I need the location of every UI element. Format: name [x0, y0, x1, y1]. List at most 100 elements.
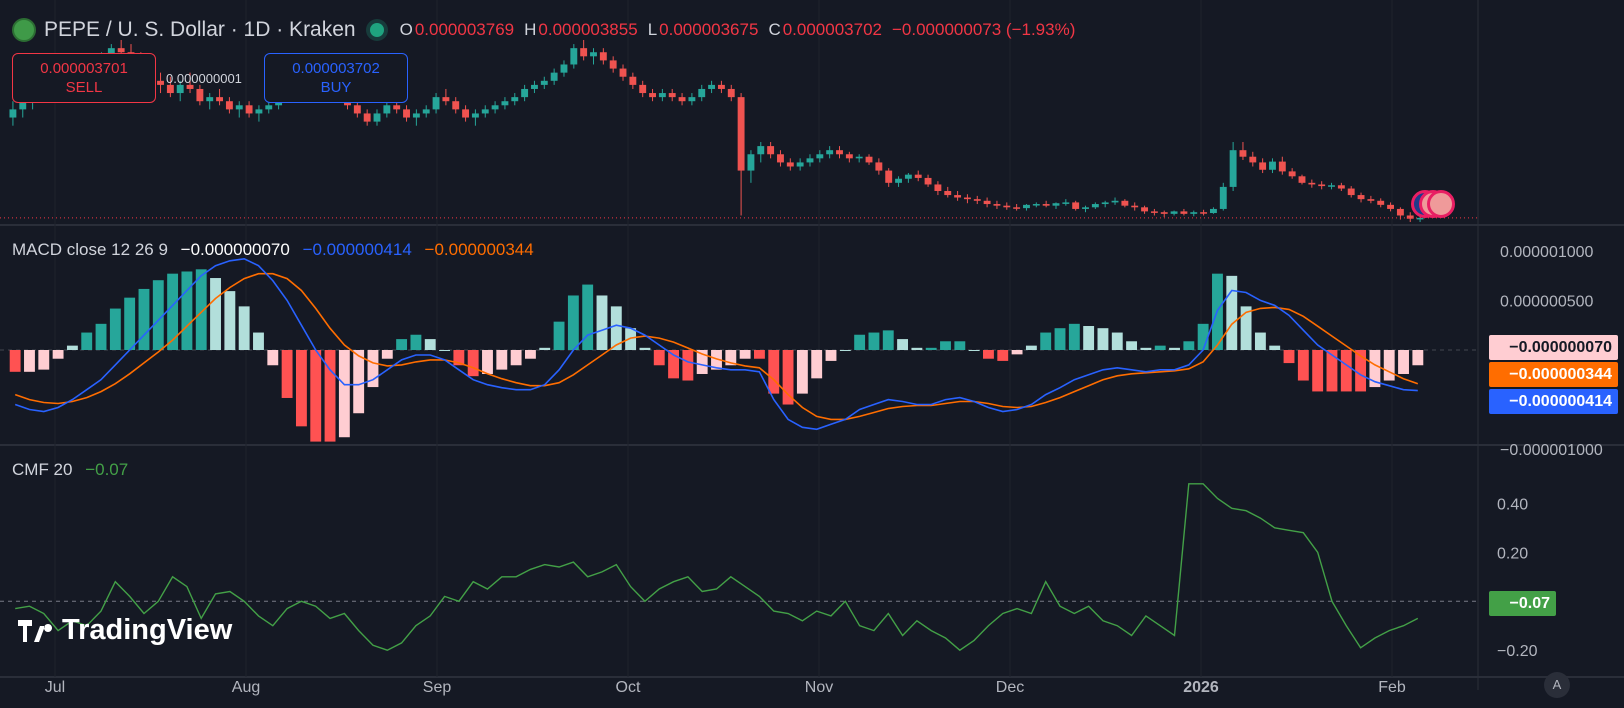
macd-histogram-bar	[796, 350, 808, 394]
candle-body	[117, 48, 125, 53]
macd-histogram-bar	[868, 332, 880, 350]
macd-histogram-bar	[152, 280, 164, 350]
candle-body	[747, 154, 755, 171]
candle-body	[796, 162, 804, 167]
brand-name: TradingView	[62, 614, 233, 646]
candle-body	[717, 84, 725, 89]
auto-scale-button[interactable]: A	[1544, 672, 1570, 698]
cmf-y-tick: 0.40	[1497, 496, 1528, 513]
candle-body	[1249, 156, 1257, 163]
candle-body	[452, 101, 460, 110]
macd-histogram-bar	[940, 341, 951, 350]
macd-histogram-bar	[81, 332, 93, 350]
macd-histogram-bar	[653, 350, 665, 366]
candle-body	[1032, 204, 1040, 206]
x-axis-tick: Dec	[996, 679, 1024, 696]
market-open-icon	[369, 23, 384, 37]
pepe-coin-icon	[12, 18, 36, 42]
candle-body	[107, 48, 115, 57]
macd-histogram-bar	[1068, 323, 1080, 350]
candle-body	[1101, 202, 1109, 205]
macd-legend[interactable]: MACD close 12 26 9 −0.000000070 −0.00000…	[12, 240, 534, 260]
macd-histogram-bar	[109, 308, 121, 350]
sell-price: 0.000003701	[40, 60, 128, 77]
candle-body	[471, 113, 479, 118]
candle-body	[501, 101, 509, 106]
candle-body	[1160, 212, 1168, 214]
cmf-legend[interactable]: CMF 20 −0.07	[12, 460, 128, 480]
macd-histogram-bar	[639, 347, 651, 350]
x-axis-tick: Feb	[1378, 679, 1406, 696]
macd-histogram-bar	[567, 295, 579, 350]
macd-histogram-bar	[124, 297, 136, 350]
macd-histogram-bar	[668, 350, 679, 379]
macd-histogram-bar	[66, 345, 78, 350]
candle-body	[904, 174, 912, 179]
macd-histogram-bar	[210, 278, 221, 350]
candle-body	[225, 101, 233, 110]
chart-header: PEPE / U. S. Dollar · 1D · Kraken O 0.000…	[12, 16, 1083, 44]
sell-button[interactable]: 0.000003701 SELL	[12, 53, 156, 103]
candle-body	[462, 109, 470, 118]
tradingview-logo[interactable]: TradingView	[18, 614, 232, 647]
macd-histogram-bar	[897, 339, 909, 350]
candle-body	[442, 97, 450, 102]
candle-body	[9, 109, 17, 118]
macd-histogram-bar	[410, 334, 422, 350]
events-badge-icon[interactable]	[1411, 190, 1455, 218]
ohlc-readout: O 0.000003769 H 0.000003855 L 0.000003675 C…	[400, 20, 1084, 40]
candle-body	[1357, 195, 1365, 200]
macd-histogram-bar	[1154, 345, 1166, 350]
cmf-line	[15, 483, 1419, 652]
candle-body	[176, 84, 184, 94]
candle-body	[353, 105, 361, 114]
macd-histogram-bar	[1097, 328, 1109, 350]
candle-body	[1288, 171, 1296, 177]
symbol-title[interactable]: PEPE / U. S. Dollar · 1D · Kraken	[44, 18, 356, 41]
candle-body	[1190, 212, 1198, 214]
candle-body	[1209, 208, 1217, 214]
macd-histogram-bar	[1197, 323, 1209, 350]
candle-body	[1072, 202, 1080, 209]
candle-body	[737, 97, 745, 171]
macd-histogram-bar	[1412, 350, 1424, 366]
candle-body	[19, 101, 27, 110]
macd-histogram-bar	[811, 350, 823, 379]
macd-histogram-bar	[353, 350, 365, 414]
candle-body	[373, 113, 381, 122]
macd-histogram-bar	[825, 350, 837, 361]
macd-signal-tag: −0.000000344	[1489, 362, 1618, 387]
candle-body	[727, 88, 735, 98]
candle-body	[1013, 207, 1021, 209]
candle-body	[1150, 211, 1158, 213]
candle-body	[1239, 150, 1247, 157]
candle-body	[1180, 211, 1188, 214]
candle-body	[1062, 202, 1070, 204]
candle-body	[1219, 186, 1227, 209]
candle-body	[698, 88, 706, 98]
candle-body	[609, 60, 617, 69]
candle-body	[590, 52, 597, 57]
cmf-tag: −0.07	[1489, 591, 1556, 616]
candle-body	[580, 48, 588, 57]
macd-histogram-bar	[453, 350, 465, 366]
candle-body	[531, 84, 538, 89]
macd-signal-value: −0.000000344	[424, 240, 534, 259]
macd-histogram-bar	[381, 350, 393, 359]
macd-histogram-bar	[696, 350, 708, 374]
candle-body	[491, 105, 499, 110]
cmf-y-tick: −0.20	[1497, 643, 1538, 660]
candle-body	[934, 184, 942, 191]
macd-histogram-bar	[1240, 306, 1252, 350]
candle-body	[1082, 207, 1089, 209]
macd-histogram-bar	[367, 350, 379, 388]
candle-body	[255, 109, 263, 114]
macd-histogram-bar	[1297, 350, 1309, 381]
buy-button[interactable]: 0.000003702 BUY	[264, 53, 408, 103]
candle-body	[678, 97, 686, 102]
macd-histogram-bar	[553, 321, 565, 350]
candle-body	[816, 154, 824, 159]
candle-body	[186, 84, 194, 89]
macd-histogram-bar	[338, 350, 350, 438]
